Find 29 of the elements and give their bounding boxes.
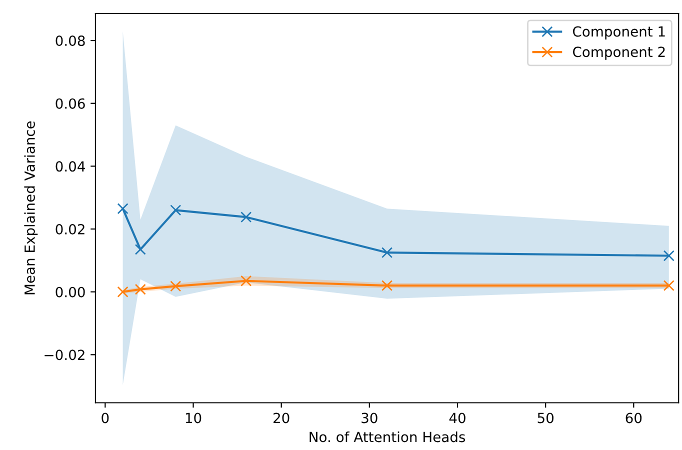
y-tick-label: 0.06: [56, 98, 85, 109]
point: [381, 247, 393, 258]
y-tick-label: 0.04: [56, 161, 85, 172]
point: [663, 250, 674, 262]
point: [663, 280, 674, 292]
point: [117, 203, 128, 214]
x-tick-label: 50: [538, 412, 554, 424]
point: [170, 204, 182, 216]
x-tick-label: 60: [626, 412, 642, 424]
y-tick-label: 0.00: [56, 286, 85, 298]
point: [240, 212, 252, 223]
y-tick-label: −0.02: [44, 350, 84, 360]
x-tick-label: 30: [362, 412, 378, 424]
x-tick-label: 0: [102, 412, 109, 424]
point: [134, 244, 146, 255]
y-axis-title: Mean Explained Variance: [24, 121, 38, 294]
x-tick-label: 20: [274, 412, 290, 424]
legend-label: Component 2: [572, 46, 665, 60]
point: [134, 284, 146, 295]
point: [240, 275, 252, 286]
y-tick-label: 0.08: [56, 35, 85, 46]
y-tick-label: 0.02: [56, 224, 84, 234]
x-tick-label: 40: [449, 412, 466, 424]
point: [381, 280, 393, 292]
point: [117, 286, 128, 298]
x-axis-title: No. of Attention Heads: [310, 431, 466, 442]
x-tick-label: 10: [186, 412, 202, 424]
point: [170, 280, 182, 292]
legend-label: Component 1: [572, 26, 665, 40]
